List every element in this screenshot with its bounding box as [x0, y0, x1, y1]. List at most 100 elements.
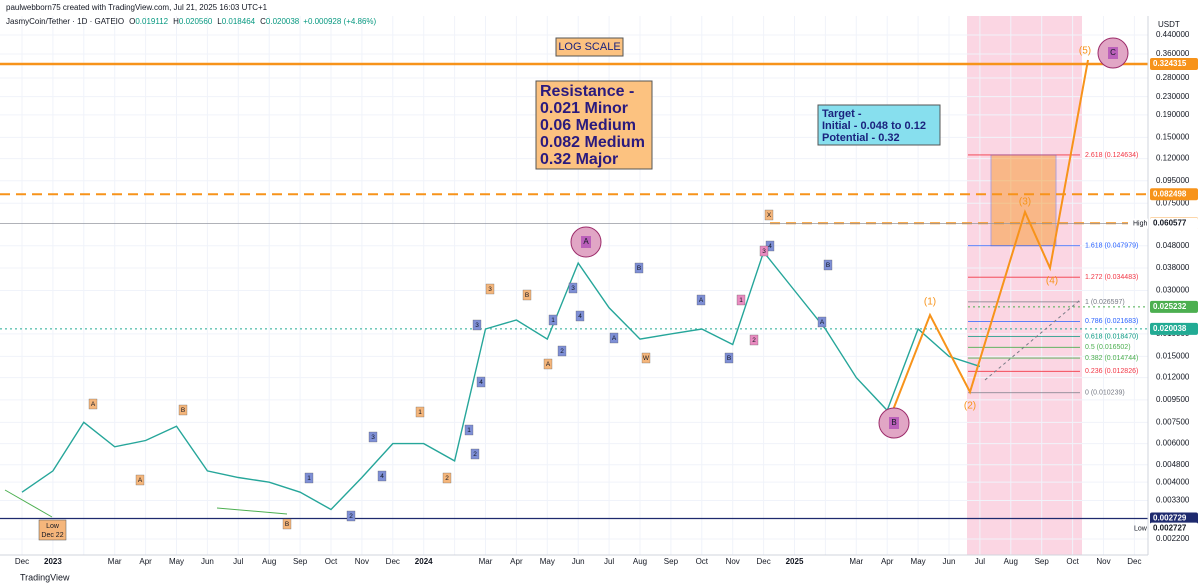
wave-tag-label: 1	[467, 427, 471, 434]
wave-tag-label: 4	[578, 313, 582, 320]
x-tick-label: Aug	[633, 557, 647, 566]
x-tick-label: Sep	[1035, 557, 1050, 566]
y-tick-label: 0.048000	[1156, 241, 1190, 250]
wave-tag	[346, 510, 356, 522]
x-tick-label: Mar	[849, 557, 863, 566]
resistance-text: Resistance -	[540, 83, 634, 100]
wave-tag-label: 3	[762, 248, 766, 255]
y-tick-label: 0.038000	[1156, 263, 1190, 272]
wave-tag	[759, 245, 769, 257]
target-text: Initial - 0.048 to 0.12	[822, 120, 926, 132]
low-box-text: Dec 22	[41, 532, 63, 539]
x-tick-label: Sep	[664, 557, 679, 566]
wave-tag-label: 4	[479, 379, 483, 386]
y-tick-label: 0.360000	[1156, 49, 1190, 58]
fib-label: 0.382 (0.014744)	[1085, 355, 1138, 362]
header-text: +0.000928 (+4.86%)	[303, 17, 376, 26]
wave-tag	[764, 209, 774, 221]
wave-tag	[282, 518, 292, 530]
fib-label: 2.618 (0.124634)	[1085, 152, 1138, 159]
header-text: O	[129, 17, 135, 26]
header-text: JasmyCoin/Tether · 1D · GATEIO	[6, 17, 124, 26]
x-tick-label: Apr	[139, 557, 152, 566]
wave-tag-label: 2	[445, 475, 449, 482]
x-tick-label: Aug	[1004, 557, 1018, 566]
y-tick-label: 0.120000	[1156, 154, 1190, 163]
fib-label: 0.786 (0.021683)	[1085, 318, 1138, 325]
wave-tag	[749, 334, 759, 346]
x-tick-label: Apr	[881, 557, 894, 566]
wave-tag	[135, 474, 145, 486]
wave-tag	[442, 472, 452, 484]
header-text: 0.018464	[222, 17, 256, 26]
x-tick-label: Jun	[572, 557, 585, 566]
y-tick-label: 0.030000	[1156, 286, 1190, 295]
x-tick-label: Jul	[233, 557, 243, 566]
wave-tag-label: 3	[488, 286, 492, 293]
wave-tag	[522, 289, 532, 301]
header-text: 0.020560	[179, 17, 213, 26]
wave-tag-label: 3	[371, 434, 375, 441]
wave-tag-label: 3	[475, 322, 479, 329]
wave-tag	[634, 262, 644, 274]
price-tag-label: 0.002727	[1153, 524, 1187, 533]
x-tick-label: May	[911, 557, 926, 566]
target-text: Target -	[822, 108, 862, 120]
x-tick-label: Dec	[756, 557, 770, 566]
header-text: 0.020038	[266, 17, 300, 26]
wave-tag	[543, 358, 553, 370]
x-tick-label: Nov	[1096, 557, 1110, 566]
wave-tag-label: X	[767, 212, 772, 219]
resistance-text: 0.021 Minor	[540, 100, 628, 117]
y-tick-label: 0.006000	[1156, 439, 1190, 448]
wave-tag	[696, 294, 706, 306]
wave-tag-label: B	[285, 521, 289, 528]
overlay: 2.618 (0.124634) 1.618 (0.047979) 1.272 (0…	[0, 37, 1148, 541]
price-tag-label: 0.082498	[1153, 189, 1187, 198]
price-tag	[1150, 522, 1198, 535]
wave-tag-label: 4	[380, 473, 384, 480]
wave-tag-label: 1	[739, 297, 743, 304]
x-tick-label: Nov	[726, 557, 740, 566]
projection	[984, 299, 1081, 381]
y-tick-label: 0.002200	[1156, 534, 1190, 543]
wave-tag-label: A	[699, 297, 704, 304]
x-tick-label: Dec	[15, 557, 29, 566]
footer: TradingView	[20, 572, 70, 582]
x-tick-label: Oct	[1066, 557, 1079, 566]
y-tick-label: 0.190000	[1156, 110, 1190, 119]
wave-tag-label: W	[643, 355, 650, 362]
x-tick-label: Mar	[479, 557, 493, 566]
low-box	[38, 519, 67, 541]
target-text: Potential - 0.32	[822, 132, 900, 144]
wave-tag	[368, 431, 378, 443]
wave-label: (3)	[1019, 197, 1031, 208]
target-zone	[990, 154, 1057, 247]
wave-tag	[485, 283, 495, 295]
y-tick-label: 0.075000	[1156, 198, 1190, 207]
x-tick-label: Mar	[108, 557, 122, 566]
y-tick-label: 0.012000	[1156, 373, 1190, 382]
wave-tag	[609, 332, 619, 344]
low-tag: Low	[1134, 525, 1148, 532]
wave-label: (5)	[1079, 46, 1091, 57]
x-tick-label: Jul	[604, 557, 614, 566]
price-tag-label: 0.025232	[1153, 302, 1187, 311]
wave-tag-label: A	[546, 361, 551, 368]
wave-label: (2)	[964, 401, 976, 412]
x-tick-label: May	[169, 557, 184, 566]
currency: USDT	[1158, 20, 1180, 29]
price-tag-label: 0.060577	[1153, 219, 1187, 228]
wave-tag-label: 4	[768, 243, 772, 250]
x-tick-label: Oct	[325, 557, 338, 566]
symbol-line: JasmyCoin/Tether · 1D · GATEIO O0.019112 H…	[6, 17, 377, 26]
x-tick-label: Aug	[262, 557, 276, 566]
wave-tag	[575, 310, 585, 322]
wave-tag-label: B	[181, 407, 185, 414]
wave-tag-label: B	[637, 265, 641, 272]
wave-tag-label: 2	[752, 337, 756, 344]
wave-tag	[88, 398, 98, 410]
price-tag	[1150, 217, 1198, 230]
fib-label: 0.618 (0.018470)	[1085, 333, 1138, 340]
